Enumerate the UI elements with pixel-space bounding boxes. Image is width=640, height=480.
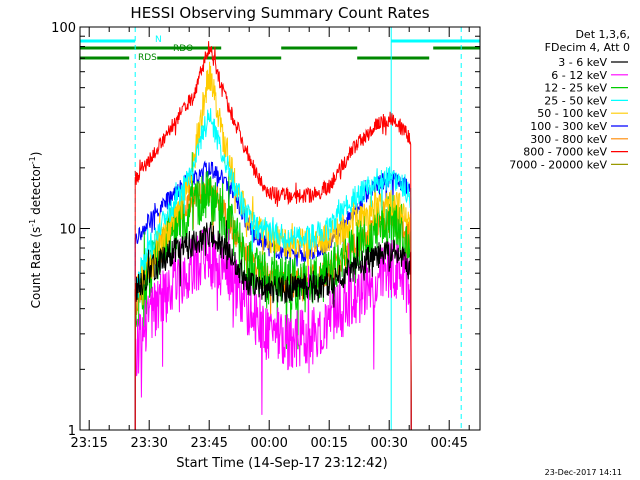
legend-label: 800 - 7000 keV	[523, 146, 607, 159]
legend-label: 7000 - 20000 keV	[509, 158, 607, 171]
y-axis-label: Count Rate (s-1 detector-1)	[28, 152, 43, 309]
y-tick-label: 1	[68, 424, 76, 439]
x-tick-label: 00:30	[370, 436, 407, 451]
x-tick-label: 23:45	[190, 436, 227, 451]
series-line	[134, 41, 412, 431]
legend-header-line-2: FDecim 4, Att 0	[545, 41, 630, 54]
annotation-rds: RDS	[138, 53, 157, 63]
legend-label: 25 - 50 keV	[544, 94, 607, 107]
status-bars	[80, 39, 480, 60]
x-tick-label: 00:45	[430, 436, 467, 451]
series-line	[134, 227, 412, 431]
y-tick-label: 100	[51, 21, 76, 36]
annotation-n: N	[155, 35, 162, 45]
y-axis-ticks: 1 10 100	[51, 21, 480, 439]
legend-label: 100 - 300 keV	[530, 120, 607, 133]
x-tick-label: 23:15	[70, 436, 107, 451]
series-line	[134, 108, 412, 431]
y-tick-label: 10	[59, 223, 76, 238]
x-axis-label: Start Time (14-Sep-17 23:12:42)	[176, 456, 387, 471]
footer-timestamp: 23-Dec-2017 14:11	[545, 468, 622, 477]
x-axis-ticks: 23:15 23:30 23:45 00:00 00:15 00:30 00:45	[70, 27, 470, 451]
series-line	[134, 220, 412, 431]
annotation-rdo: RDO	[173, 44, 193, 54]
legend-label: 3 - 6 keV	[558, 56, 607, 69]
legend-header-line-1: Det 1,3,6,	[575, 28, 630, 41]
chart-title: HESSI Observing Summary Count Rates	[130, 4, 429, 22]
status-annotations: N RDO RDS	[138, 35, 193, 63]
legend-label: 50 - 100 keV	[537, 107, 607, 120]
x-tick-label: 00:00	[250, 436, 287, 451]
x-tick-label: 23:30	[130, 436, 167, 451]
legend-label: 300 - 800 keV	[530, 133, 607, 146]
legend-label: 6 - 12 keV	[551, 69, 607, 82]
series-lines	[134, 41, 412, 431]
legend-label: 12 - 25 keV	[544, 82, 607, 95]
x-tick-label: 00:15	[310, 436, 347, 451]
series-line	[134, 61, 412, 431]
